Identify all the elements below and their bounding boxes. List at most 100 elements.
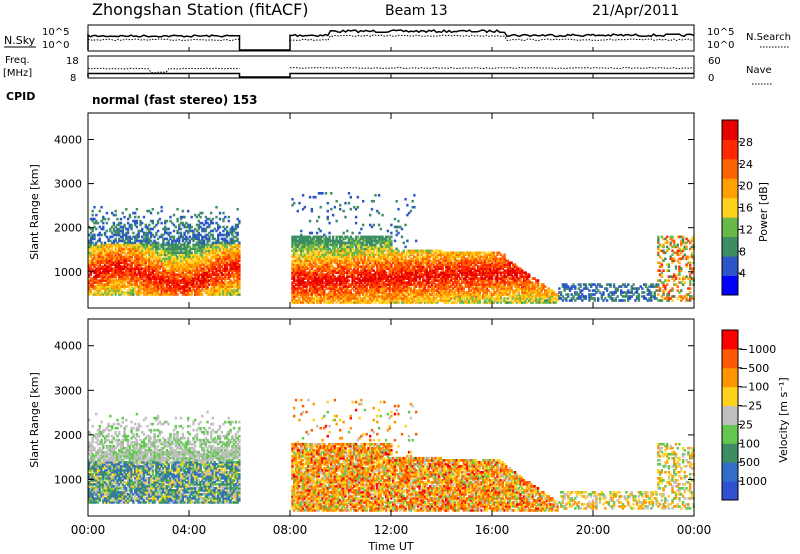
- heatmap-cell: [206, 237, 209, 241]
- heatmap-cell: [208, 253, 211, 257]
- heatmap-cell: [354, 277, 358, 280]
- heatmap-cell: [349, 237, 352, 241]
- heatmap-cell: [331, 259, 335, 263]
- heatmap-cell: [438, 267, 441, 270]
- heatmap-cell: [293, 241, 296, 245]
- heatmap-cell: [407, 277, 411, 280]
- heatmap-cell: [358, 255, 361, 259]
- heatmap-cell: [142, 247, 146, 251]
- heatmap-cell: [316, 297, 319, 300]
- heatmap-cell: [211, 249, 215, 253]
- heatmap-cell: [155, 275, 158, 278]
- heatmap-cell: [310, 277, 314, 280]
- heatmap-cell: [234, 281, 238, 284]
- heatmap-cell: [190, 251, 193, 255]
- heatmap-cell: [441, 267, 444, 270]
- heatmap-cell: [201, 293, 204, 296]
- heatmap-cell: [201, 229, 204, 233]
- heatmap-cell: [323, 247, 326, 251]
- heatmap-cell: [310, 257, 314, 261]
- heatmap-cell: [229, 289, 232, 292]
- heatmap-cell: [229, 243, 232, 247]
- heatmap-cell: [300, 271, 303, 274]
- heatmap-cell: [399, 281, 402, 284]
- heatmap-cell: [374, 301, 377, 304]
- heatmap-cell: [337, 263, 340, 266]
- heatmap-cell: [365, 245, 368, 249]
- heatmap-cell: [372, 277, 375, 280]
- heatmap-cell: [172, 267, 176, 270]
- heatmap-cell: [144, 243, 147, 247]
- heatmap-cell: [211, 235, 215, 239]
- heatmap-cell: [423, 283, 427, 286]
- heatmap-cell: [188, 239, 192, 243]
- heatmap-cell: [300, 275, 303, 278]
- heatmap-cell: [135, 207, 139, 211]
- heatmap-cell: [441, 283, 444, 286]
- heatmap-cell: [116, 231, 119, 235]
- heatmap-cell: [312, 269, 315, 272]
- heatmap-cell: [190, 269, 193, 272]
- heatmap-cell: [204, 283, 208, 286]
- heatmap-cell: [135, 293, 139, 296]
- heatmap-cell: [208, 251, 211, 255]
- heatmap-cell: [153, 265, 156, 268]
- heatmap-cell: [294, 251, 298, 255]
- heatmap-cell: [434, 279, 437, 282]
- heatmap-cell: [404, 273, 407, 276]
- heatmap-cell: [367, 235, 370, 239]
- heatmap-cell: [109, 235, 112, 239]
- heatmap-cell: [156, 237, 160, 241]
- heatmap-cell: [339, 255, 342, 259]
- heatmap-cell: [346, 257, 349, 261]
- heatmap-cell: [151, 247, 154, 251]
- heatmap-cell: [346, 275, 349, 278]
- heatmap-cell: [441, 287, 444, 290]
- heatmap-cell: [95, 289, 98, 292]
- heatmap-cell: [137, 247, 140, 251]
- heatmap-cell: [379, 279, 382, 282]
- heatmap-cell: [379, 235, 382, 239]
- heatmap-cell: [201, 257, 204, 261]
- heatmap-cell: [118, 231, 121, 235]
- heatmap-cell: [372, 223, 375, 227]
- heatmap-cell: [393, 301, 397, 304]
- heatmap-cell: [347, 253, 351, 257]
- heatmap-cell: [335, 295, 338, 298]
- heatmap-cell: [174, 283, 177, 286]
- heatmap-cell: [238, 241, 241, 245]
- heatmap-cell: [98, 267, 101, 270]
- heatmap-cell: [172, 279, 176, 282]
- heatmap-cell: [118, 221, 121, 225]
- heatmap-cell: [340, 283, 344, 286]
- heatmap-cell: [187, 255, 190, 259]
- heatmap-cell: [445, 295, 448, 298]
- heatmap-cell: [202, 269, 206, 272]
- heatmap-cell: [169, 257, 172, 261]
- heatmap-cell: [347, 261, 351, 265]
- heatmap-cell: [225, 247, 229, 251]
- heatmap-cell: [206, 279, 209, 282]
- heatmap-cell: [420, 273, 423, 276]
- heatmap-cell: [116, 263, 119, 266]
- heatmap-cell: [111, 253, 114, 257]
- heatmap-cell: [294, 255, 298, 259]
- heatmap-cell: [353, 299, 356, 302]
- heatmap-cell: [307, 253, 310, 257]
- heatmap-cell: [369, 287, 372, 290]
- heatmap-cell: [326, 281, 329, 284]
- heatmap-cell: [211, 283, 215, 286]
- heatmap-cell: [142, 233, 146, 237]
- heatmap-cell: [326, 293, 329, 296]
- heatmap-cell: [206, 263, 209, 266]
- heatmap-cell: [301, 265, 305, 268]
- heatmap-cell: [351, 287, 354, 290]
- heatmap-cell: [339, 207, 342, 211]
- heatmap-cell: [199, 265, 202, 268]
- heatmap-cell: [160, 233, 163, 237]
- heatmap-cell: [321, 269, 324, 272]
- heatmap-cell: [126, 249, 130, 253]
- heatmap-cell: [339, 281, 342, 284]
- heatmap-cell: [324, 241, 328, 245]
- heatmap-cell: [321, 259, 324, 263]
